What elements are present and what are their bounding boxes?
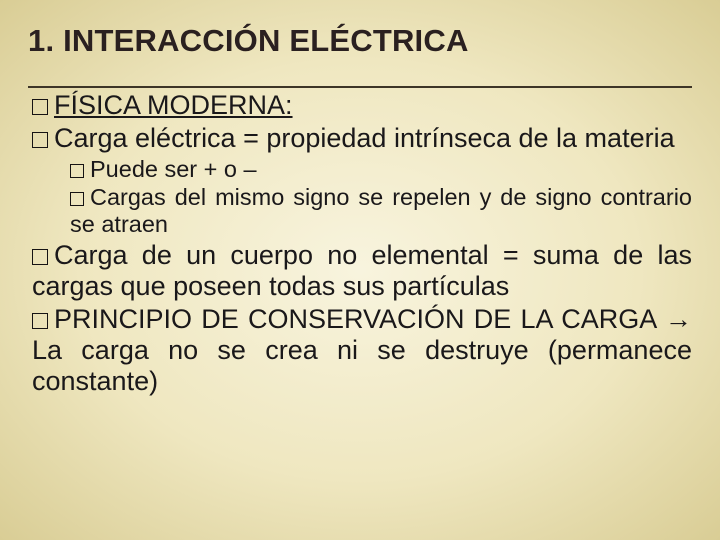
item-text: PRINCIPIO DE CONSERVACIÓN DE LA CARGA → … xyxy=(32,304,692,396)
square-bullet-icon xyxy=(70,164,84,178)
item-text: Carga eléctrica = propiedad intrínseca d… xyxy=(54,123,675,153)
title-text: 1. INTERACCIÓN ELÉCTRICA xyxy=(28,24,692,64)
bullet-item: Carga de un cuerpo no elemental = suma d… xyxy=(32,240,692,302)
sub-bullet-item: Puede ser + o – xyxy=(70,156,692,183)
item-text: Carga de un cuerpo no elemental = suma d… xyxy=(32,240,692,301)
item-text: FÍSICA MODERNA: xyxy=(54,90,293,120)
title-underline xyxy=(28,86,692,88)
square-bullet-icon xyxy=(32,313,48,329)
slide-title: 1. INTERACCIÓN ELÉCTRICA xyxy=(28,24,692,88)
sub-bullet-item: Cargas del mismo signo se repelen y de s… xyxy=(70,184,692,238)
bullet-item: Carga eléctrica = propiedad intrínseca d… xyxy=(32,123,692,154)
square-bullet-icon xyxy=(70,192,84,206)
item-text: Cargas del mismo signo se repelen y de s… xyxy=(70,184,692,237)
slide: 1. INTERACCIÓN ELÉCTRICA FÍSICA MODERNA:… xyxy=(0,0,720,540)
bullet-item: PRINCIPIO DE CONSERVACIÓN DE LA CARGA → … xyxy=(32,304,692,397)
bullet-item: FÍSICA MODERNA: xyxy=(32,90,692,121)
slide-body: FÍSICA MODERNA: Carga eléctrica = propie… xyxy=(28,90,692,397)
square-bullet-icon xyxy=(32,249,48,265)
square-bullet-icon xyxy=(32,132,48,148)
square-bullet-icon xyxy=(32,99,48,115)
item-text: Puede ser + o – xyxy=(90,156,257,182)
